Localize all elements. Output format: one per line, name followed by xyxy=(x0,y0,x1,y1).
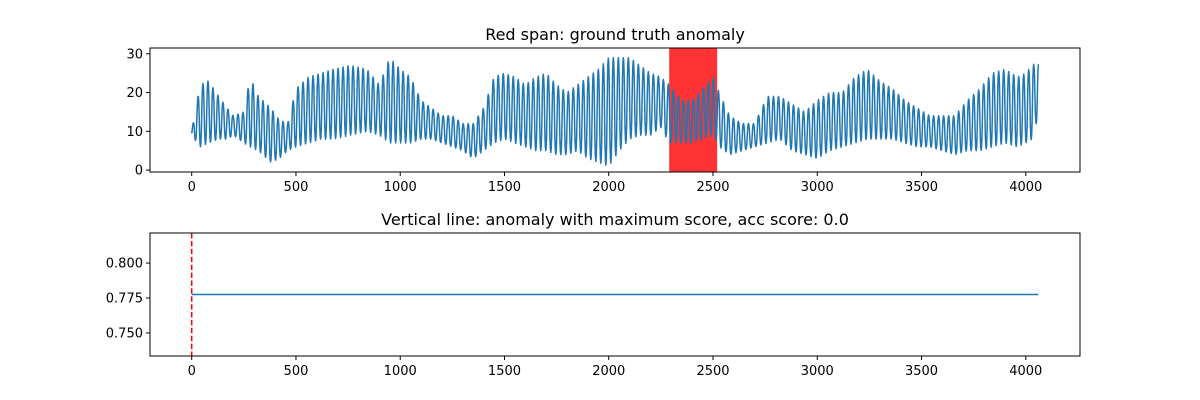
top-plot-x-tick-label: 2500 xyxy=(696,180,729,195)
top-plot-x-tick-label: 500 xyxy=(284,180,309,195)
bottom-plot-frame xyxy=(149,232,1081,357)
top-plot-y-tick-label: 20 xyxy=(126,86,143,101)
bottom-plot-x-tick-label: 1500 xyxy=(488,364,521,379)
top-plot-area xyxy=(190,48,1040,172)
bottom-plot-x-tick-label: 0 xyxy=(188,364,196,379)
bottom-plot-x-axis: 0 500 1000 1500 2000 2500 3000 3500 4000 xyxy=(188,356,1042,379)
top-plot-y-tick-label: 30 xyxy=(126,47,143,62)
bottom-plot-y-tick-label: 0.750 xyxy=(106,326,143,341)
top-plot-x-axis: 0 500 1000 1500 2000 2500 3000 3500 4000 xyxy=(188,172,1042,195)
bottom-plot-y-axis: 0.750 0.775 0.800 xyxy=(106,257,150,341)
top-plot-x-tick-label: 3500 xyxy=(905,180,938,195)
top-plot-title: Red span: ground truth anomaly xyxy=(485,25,745,44)
top-plot-x-tick-label: 2000 xyxy=(592,180,625,195)
top-plot-y-tick-label: 10 xyxy=(126,125,143,140)
bottom-plot-x-tick-label: 2000 xyxy=(592,364,625,379)
top-plot: Red span: ground truth anomaly 0 500 1000 1… xyxy=(126,25,1081,195)
bottom-plot-x-tick-label: 500 xyxy=(284,364,309,379)
top-plot-y-tick-label: 0 xyxy=(135,164,143,179)
top-plot-x-tick-label: 1500 xyxy=(488,180,521,195)
bottom-plot-title: Vertical line: anomaly with maximum scor… xyxy=(381,210,849,229)
top-plot-x-tick-label: 0 xyxy=(188,180,196,195)
bottom-plot-x-tick-label: 3000 xyxy=(801,364,834,379)
bottom-plot-area xyxy=(190,233,1039,356)
bottom-plot-y-tick-label: 0.775 xyxy=(106,291,143,306)
top-plot-x-tick-label: 3000 xyxy=(801,180,834,195)
bottom-plot-x-tick-label: 1000 xyxy=(384,364,417,379)
top-plot-x-tick-label: 4000 xyxy=(1009,180,1042,195)
bottom-plot: Vertical line: anomaly with maximum scor… xyxy=(106,210,1081,379)
top-plot-x-tick-label: 1000 xyxy=(384,180,417,195)
top-plot-y-axis: 0 10 20 30 xyxy=(126,47,150,179)
bottom-plot-x-tick-label: 2500 xyxy=(696,364,729,379)
bottom-plot-x-tick-label: 4000 xyxy=(1009,364,1042,379)
top-plot-frame xyxy=(149,47,1081,173)
bottom-plot-x-tick-label: 3500 xyxy=(905,364,938,379)
top-plot-series-line xyxy=(190,56,1040,166)
bottom-plot-y-tick-label: 0.800 xyxy=(106,257,143,272)
